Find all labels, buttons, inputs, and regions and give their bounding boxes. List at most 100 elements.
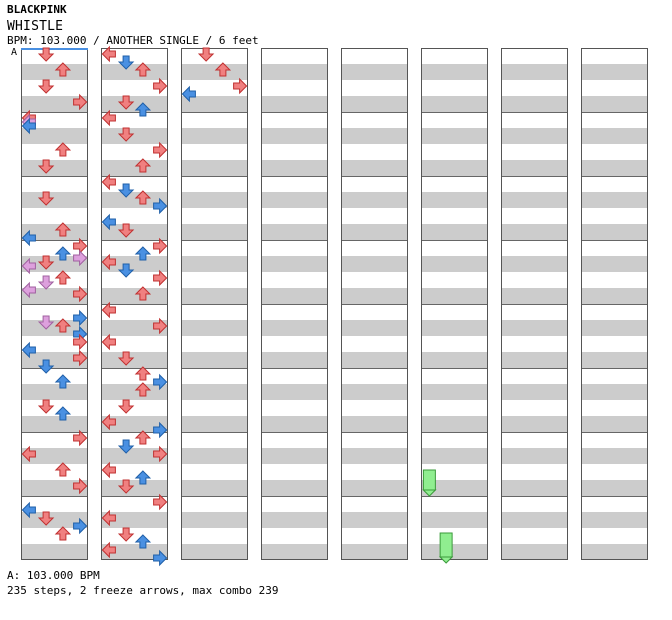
freeze-arrow-body xyxy=(439,532,453,558)
beat-band xyxy=(501,480,568,496)
beat-band xyxy=(421,384,488,400)
beat-band xyxy=(181,64,248,80)
step-arrow-down xyxy=(37,255,55,270)
chart-column-8 xyxy=(581,48,648,560)
beat-band xyxy=(101,352,168,368)
step-arrow-down xyxy=(117,183,135,198)
beat-band xyxy=(101,448,168,464)
column-frame xyxy=(421,48,488,560)
beat-band xyxy=(421,192,488,208)
beat-band xyxy=(341,320,408,336)
chart-column-7 xyxy=(501,48,568,560)
step-arrow-left xyxy=(101,45,116,63)
step-arrow-up xyxy=(54,62,72,77)
beat-band xyxy=(421,512,488,528)
step-arrow-up xyxy=(54,462,72,477)
step-arrow-up xyxy=(134,190,152,205)
beat-band xyxy=(581,160,648,176)
beat-band xyxy=(341,224,408,240)
step-arrow-left xyxy=(101,461,116,479)
step-arrow-down xyxy=(117,439,135,454)
step-arrow-left xyxy=(101,301,116,319)
beat-band xyxy=(261,192,328,208)
beat-band xyxy=(341,416,408,432)
step-arrow-up xyxy=(54,374,72,389)
beat-band xyxy=(581,480,648,496)
beat-band xyxy=(101,128,168,144)
beat-band xyxy=(101,384,168,400)
beat-band xyxy=(101,192,168,208)
beat-band xyxy=(261,96,328,112)
beat-band xyxy=(501,352,568,368)
beat-band xyxy=(501,416,568,432)
beat-band xyxy=(181,480,248,496)
beat-band xyxy=(181,96,248,112)
beat-band xyxy=(101,480,168,496)
beat-band xyxy=(101,544,168,560)
step-arrow-right xyxy=(233,77,248,95)
beat-band xyxy=(21,256,88,272)
beat-band xyxy=(581,128,648,144)
beat-band xyxy=(581,96,648,112)
beat-band xyxy=(581,192,648,208)
beat-band xyxy=(181,288,248,304)
beat-band xyxy=(501,128,568,144)
beat-band xyxy=(261,544,328,560)
beat-band xyxy=(261,480,328,496)
beat-band xyxy=(101,416,168,432)
step-arrow-up xyxy=(54,142,72,157)
beat-band xyxy=(421,416,488,432)
step-arrow-left xyxy=(101,213,116,231)
beat-band xyxy=(261,320,328,336)
beat-band xyxy=(181,256,248,272)
beat-band xyxy=(341,448,408,464)
step-arrow-up xyxy=(134,286,152,301)
step-arrow-right xyxy=(73,517,88,535)
beat-band xyxy=(21,192,88,208)
beat-band xyxy=(101,288,168,304)
step-arrow-down xyxy=(197,47,215,62)
step-arrow-left xyxy=(21,257,36,275)
step-arrow-right xyxy=(153,269,168,287)
chart-summary: 235 steps, 2 freeze arrows, max combo 23… xyxy=(7,584,279,597)
step-arrow-up xyxy=(54,406,72,421)
step-arrow-left xyxy=(21,341,36,359)
beat-band xyxy=(341,256,408,272)
beat-band xyxy=(341,288,408,304)
chart-column-6 xyxy=(421,48,488,560)
beat-band xyxy=(261,288,328,304)
beat-band xyxy=(21,320,88,336)
beat-band xyxy=(261,512,328,528)
step-arrow-up xyxy=(134,366,152,381)
step-arrow-up xyxy=(134,382,152,397)
step-arrow-down xyxy=(37,47,55,62)
beat-band xyxy=(501,256,568,272)
beat-band xyxy=(181,544,248,560)
beat-band xyxy=(421,128,488,144)
beat-band xyxy=(581,416,648,432)
column-frame xyxy=(581,48,648,560)
step-arrow-left xyxy=(101,109,116,127)
beat-band xyxy=(21,352,88,368)
beat-band xyxy=(581,384,648,400)
beat-band xyxy=(341,192,408,208)
freeze-arrow-body xyxy=(422,469,436,491)
beat-band xyxy=(581,544,648,560)
step-arrow-down xyxy=(37,511,55,526)
chart-info: BPM: 103.000 / ANOTHER SINGLE / 6 feet xyxy=(7,34,259,47)
beat-band xyxy=(501,512,568,528)
step-arrow-up xyxy=(214,62,232,77)
step-arrow-left xyxy=(21,281,36,299)
beat-band xyxy=(421,480,488,496)
step-arrow-right xyxy=(153,237,168,255)
beat-band xyxy=(501,544,568,560)
song-title: WHISTLE xyxy=(7,19,64,34)
beat-band xyxy=(181,416,248,432)
beat-band xyxy=(101,160,168,176)
step-arrow-right xyxy=(73,309,88,327)
step-arrow-right xyxy=(153,549,168,567)
beat-band xyxy=(181,448,248,464)
step-arrow-up xyxy=(54,246,72,261)
step-arrow-right xyxy=(153,317,168,335)
beat-band xyxy=(581,512,648,528)
